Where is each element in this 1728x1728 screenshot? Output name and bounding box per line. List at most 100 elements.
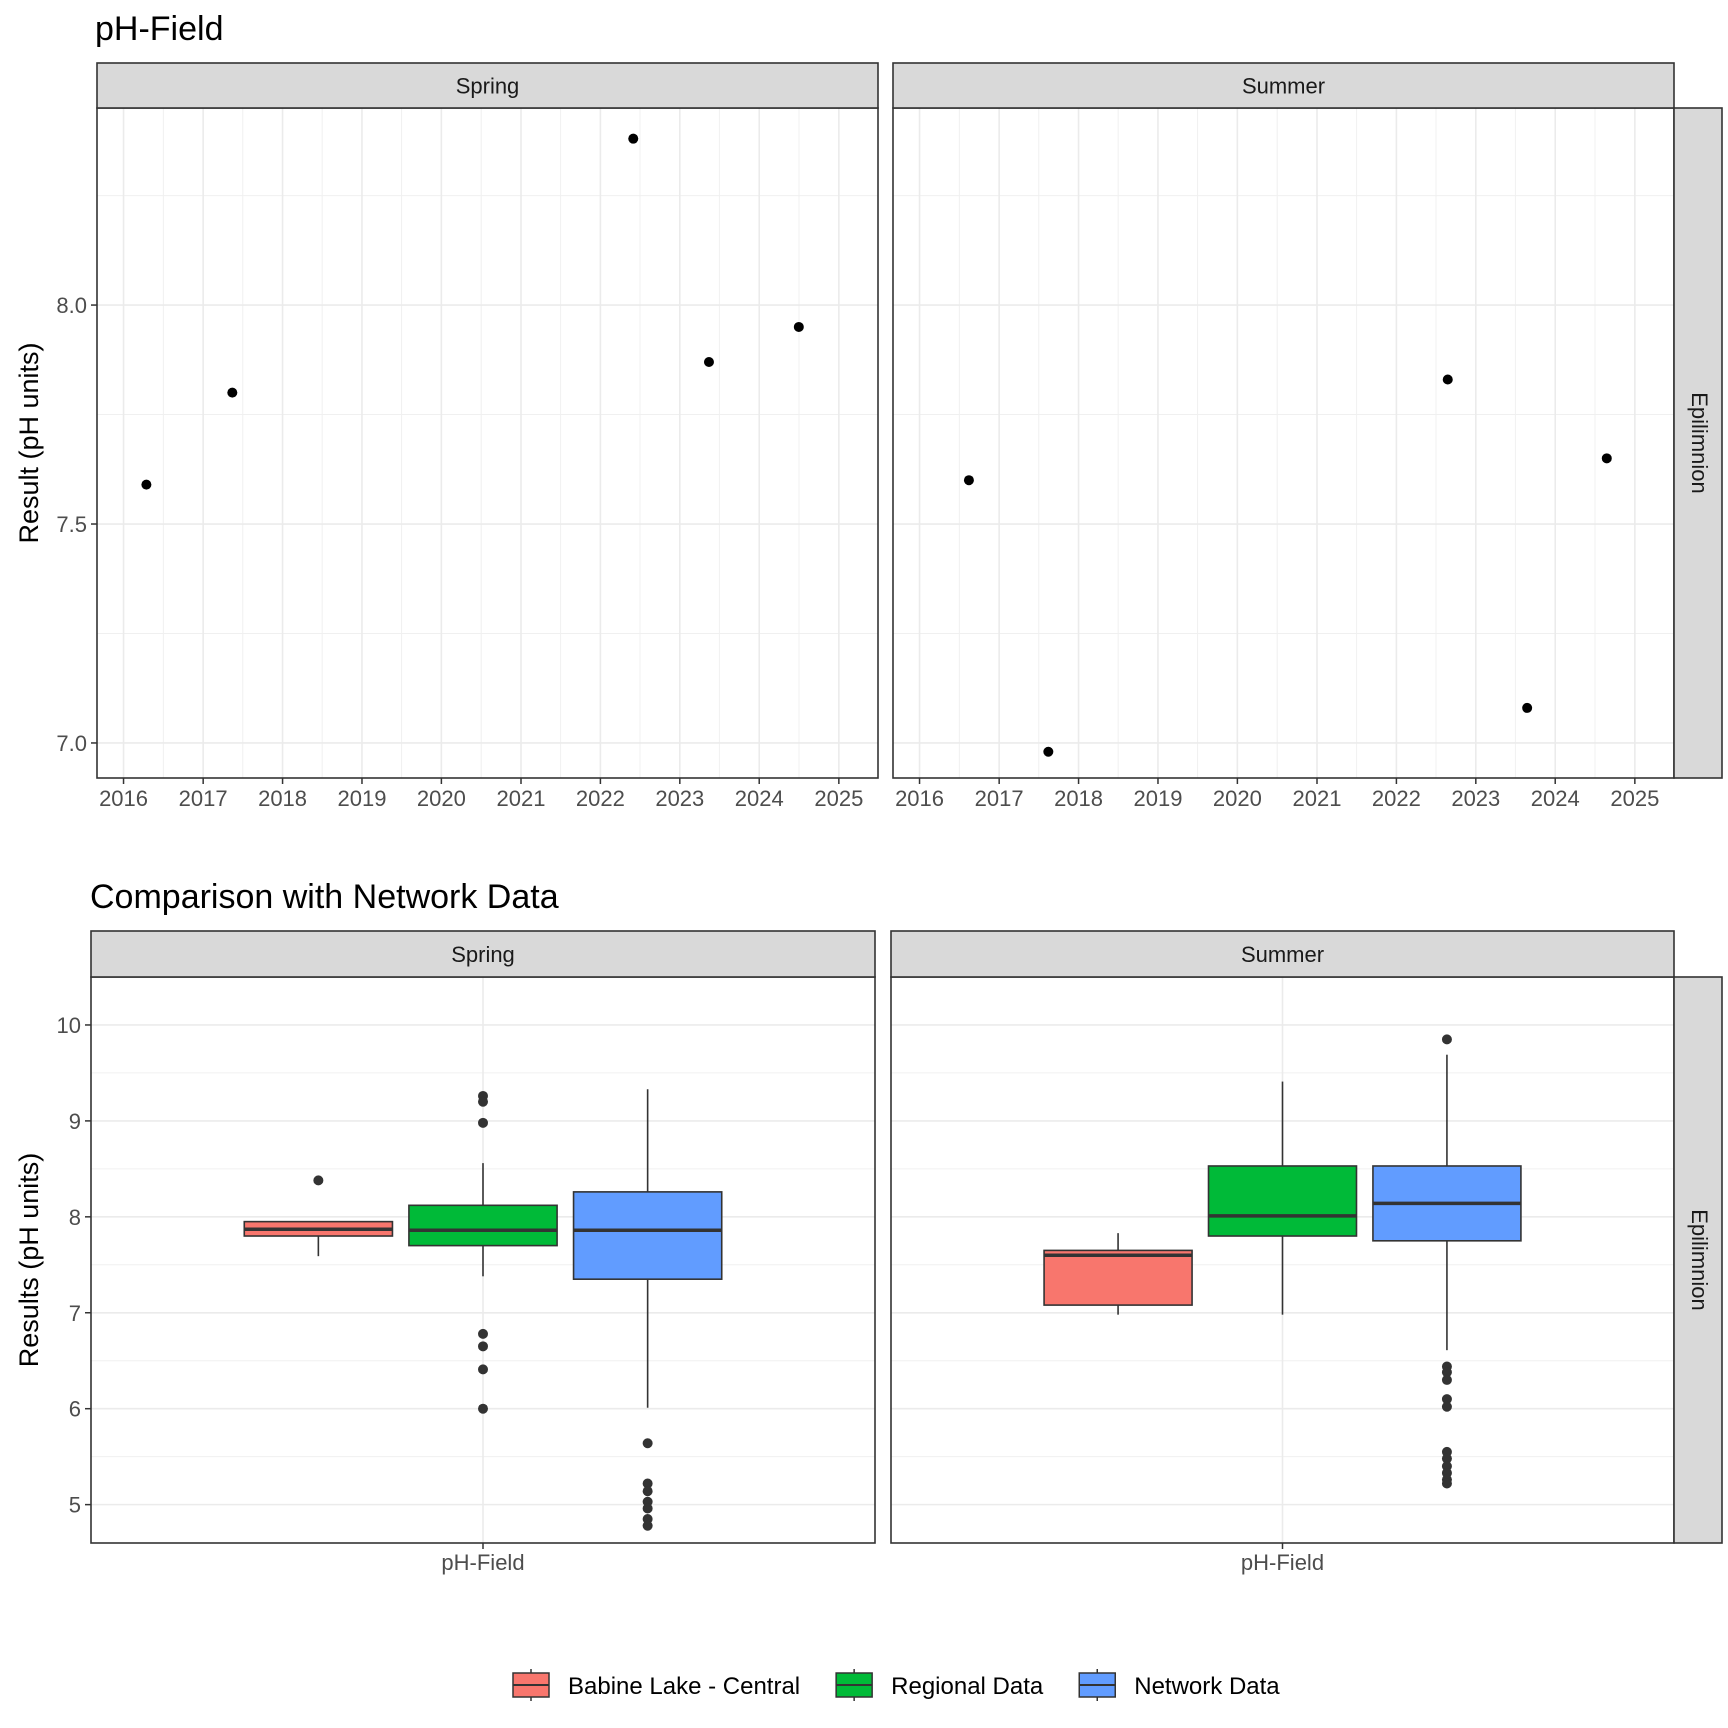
chart-title: pH-Field (95, 10, 223, 48)
y-tick-label: 5 (69, 1493, 81, 1518)
strip-comparison-summer: Summer (890, 930, 1675, 978)
data-point (628, 133, 639, 144)
y-axis-title: Result (pH units) (14, 342, 44, 543)
outlier-point (1441, 1401, 1452, 1412)
row-strip-epilimnion-bg (1673, 107, 1723, 779)
outlier-point (1441, 1394, 1452, 1405)
x-tick-label: 2024 (1531, 786, 1580, 811)
scatter-panel-spring (96, 107, 879, 779)
x-tick-label: 2025 (814, 786, 863, 811)
data-point (141, 479, 152, 490)
outlier-point (1441, 1367, 1452, 1378)
row-strip-epilimnion-label: Epilimnion (1687, 392, 1712, 494)
x-tick-label: 2021 (497, 786, 546, 811)
data-point (1442, 374, 1453, 385)
data-point (1601, 453, 1612, 464)
box-panel-summer (890, 976, 1675, 1544)
x-tick-label: 2023 (655, 786, 704, 811)
box-network-data (1372, 1034, 1522, 1489)
strip-spring: Spring (96, 62, 879, 109)
panel-background (893, 108, 1674, 778)
legend-entry: Network Data (1078, 1669, 1280, 1701)
x-tick-label: 2022 (576, 786, 625, 811)
x-tick-label: 2017 (975, 786, 1024, 811)
box-body (1043, 1249, 1193, 1306)
data-point (703, 356, 714, 367)
y-tick-label: 7.5 (56, 512, 87, 537)
outlier-point (478, 1403, 488, 1414)
panel-background (97, 108, 878, 778)
legend-entry: Babine Lake - Central (512, 1669, 800, 1701)
outlier-point (1441, 1478, 1452, 1489)
x-tick-label: 2021 (1293, 786, 1342, 811)
x-tick-label: 2018 (258, 786, 307, 811)
strip-summer-label: Summer (1242, 74, 1325, 99)
data-point (793, 321, 804, 332)
box-babine-lake-central (243, 1175, 394, 1257)
legend-label: Regional Data (891, 1673, 1044, 1700)
legend: Babine Lake - Central Regional Data Networ… (512, 1669, 1280, 1701)
box-body (572, 1191, 723, 1280)
outlier-point (478, 1328, 488, 1339)
strip-comparison-spring-bg (90, 930, 876, 978)
outlier-point (642, 1486, 653, 1497)
outlier-point (478, 1096, 488, 1107)
outlier-point (478, 1341, 488, 1352)
data-point (963, 475, 974, 486)
legend-label: Babine Lake - Central (568, 1673, 800, 1700)
data-point (1043, 746, 1054, 757)
outlier-point (313, 1175, 324, 1186)
x-tick-label: 2016 (99, 786, 148, 811)
x-tick-label: 2022 (1372, 786, 1421, 811)
box-network-data (572, 1089, 723, 1531)
data-point (227, 387, 238, 398)
legend-entry: Regional Data (835, 1669, 1044, 1701)
y-tick-label: 6 (69, 1397, 81, 1422)
row-strip-comparison-epilimnion: Epilimnion (1673, 976, 1723, 1544)
outlier-point (642, 1520, 653, 1531)
x-tick-label: pH-Field (1241, 1550, 1324, 1575)
x-tick-label: 2019 (1133, 786, 1182, 811)
outlier-point (1441, 1034, 1452, 1045)
outlier-point (642, 1438, 653, 1449)
x-tick-label: 2024 (735, 786, 784, 811)
x-tick-label: 2025 (1610, 786, 1659, 811)
box-panel-spring (90, 976, 876, 1544)
box-body (408, 1204, 558, 1247)
row-strip-comparison-epilimnion-label: Epilimnion (1687, 1209, 1712, 1311)
x-tick-label: 2023 (1451, 786, 1500, 811)
data-point (1522, 702, 1533, 713)
strip-summer: Summer (892, 62, 1675, 109)
y-tick-label: 10 (57, 1013, 81, 1038)
outlier-point (478, 1364, 488, 1375)
strip-comparison-spring-label: Spring (451, 942, 515, 967)
box-regional-data (408, 1090, 558, 1414)
strip-comparison-summer-label: Summer (1241, 942, 1324, 967)
x-tick-label: pH-Field (441, 1550, 524, 1575)
y-tick-label: 7 (69, 1301, 81, 1326)
x-tick-label: 2016 (895, 786, 944, 811)
box-babine-lake-central (1043, 1233, 1193, 1315)
strip-spring-label: Spring (456, 74, 520, 99)
scatter-panel-summer (892, 107, 1675, 779)
chart-title-comparison: Comparison with Network Data (90, 878, 559, 916)
x-tick-label: 2020 (1213, 786, 1262, 811)
y-tick-label: 9 (69, 1109, 81, 1134)
legend-label: Network Data (1134, 1673, 1280, 1700)
y-tick-label: 8 (69, 1205, 81, 1230)
x-tick-label: 2020 (417, 786, 466, 811)
x-tick-label: 2017 (179, 786, 228, 811)
y-axis-title-comparison: Results (pH units) (14, 1153, 44, 1368)
strip-spring-bg (96, 62, 879, 109)
outlier-point (1441, 1374, 1452, 1385)
strip-comparison-summer-bg (890, 930, 1675, 978)
y-tick-label: 8.0 (56, 293, 87, 318)
strip-comparison-spring: Spring (90, 930, 876, 978)
box-body (1207, 1165, 1358, 1237)
row-strip-comparison-epilimnion-bg (1673, 976, 1723, 1544)
x-tick-label: 2018 (1054, 786, 1103, 811)
y-tick-label: 7.0 (56, 731, 87, 756)
outlier-point (478, 1117, 488, 1128)
strip-summer-bg (892, 62, 1675, 109)
outlier-point (1441, 1453, 1452, 1464)
